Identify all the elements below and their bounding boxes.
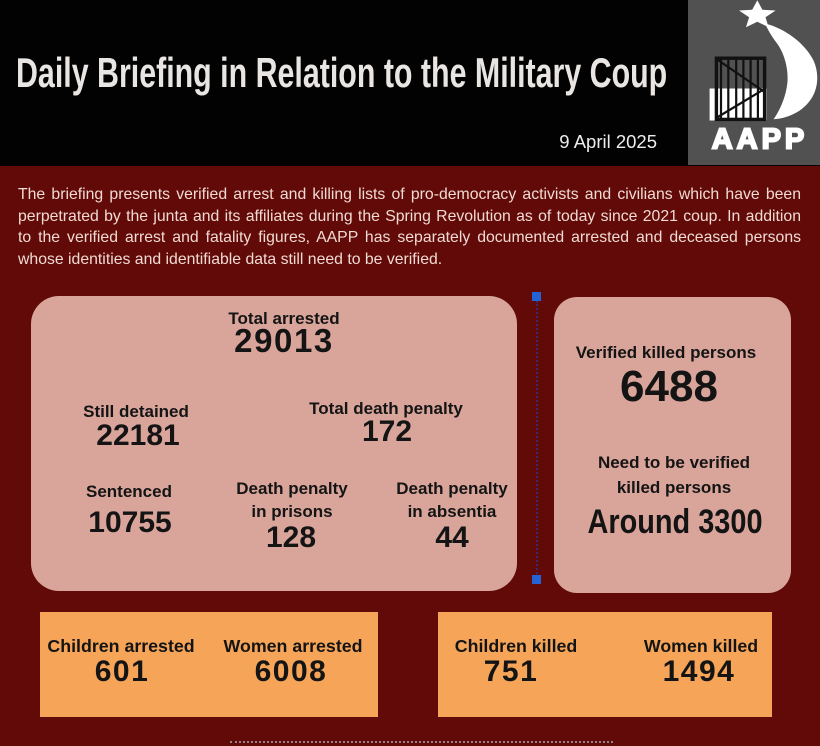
svg-text:AAPP: AAPP [712,124,809,156]
